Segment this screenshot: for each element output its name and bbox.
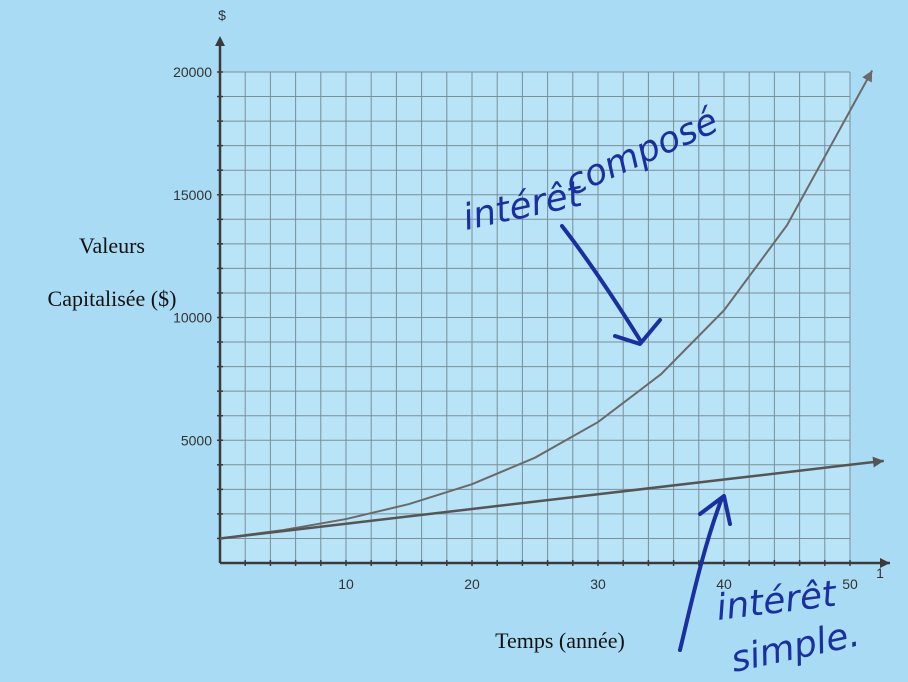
y-axis-title-line-1: Valeurs — [79, 233, 145, 258]
chart-grid — [220, 71, 851, 563]
y-tick-label: 10000 — [173, 310, 212, 326]
y-axis-title-line-2: Capitalisée ($) — [48, 286, 177, 311]
y-tick-label: 15000 — [173, 187, 212, 203]
series-line-simple — [219, 463, 851, 540]
y-axis-arrow — [215, 36, 225, 46]
x-tick-labels: 10 20 30 40 50 — [338, 576, 858, 592]
y-tick-label: 5000 — [181, 432, 212, 448]
x-tick-label: 10 — [338, 576, 354, 592]
y-tick-label: 20000 — [173, 64, 212, 80]
x-tick-label: 40 — [716, 576, 732, 592]
y-tick-labels: 5000 10000 15000 20000 — [173, 64, 212, 448]
annotation-simple-arrow — [678, 494, 732, 652]
annotation-compound-arrow — [560, 224, 662, 346]
series-arrowhead — [862, 70, 873, 83]
x-tick-label: 20 — [464, 576, 480, 592]
x-tick-label: 50 — [842, 576, 858, 592]
y-unit-label: $ — [218, 7, 226, 23]
x-tick-label: 30 — [590, 576, 606, 592]
series-lines — [219, 70, 884, 540]
x-axis-title: Temps (année) — [495, 628, 625, 653]
series-arrowhead — [872, 456, 884, 468]
x-unit-label: 1 — [876, 565, 884, 581]
x-axis-arrow — [880, 558, 890, 568]
series-line-compound — [219, 110, 851, 540]
chart-axes — [215, 36, 890, 568]
